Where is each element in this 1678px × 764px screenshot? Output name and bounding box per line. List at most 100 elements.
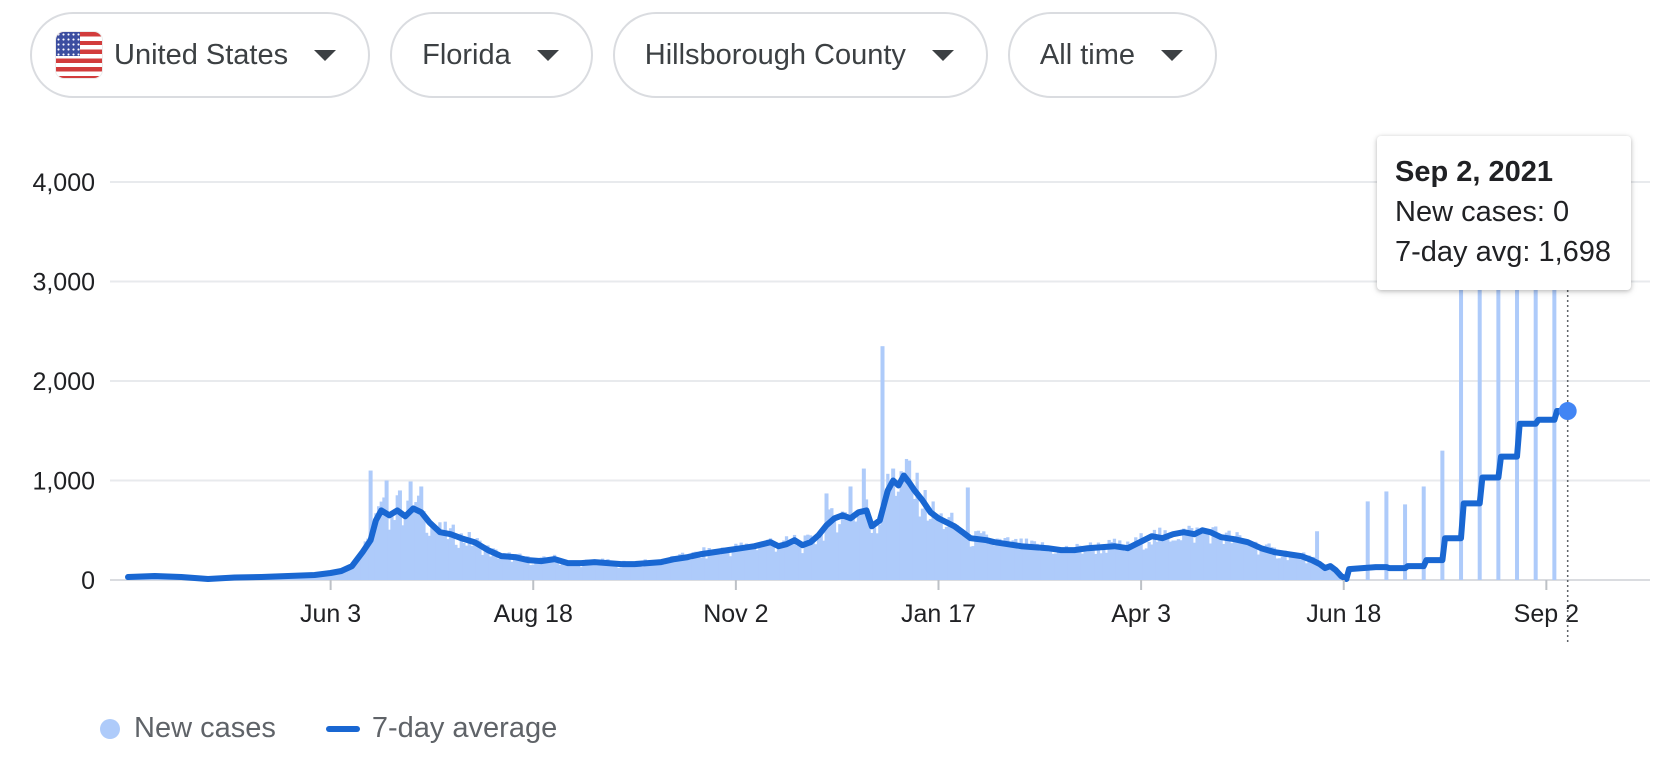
new-cases-bar xyxy=(1251,547,1255,580)
new-cases-bar xyxy=(470,545,474,580)
new-cases-bar xyxy=(1267,543,1271,580)
new-cases-bar xyxy=(1075,543,1079,580)
country-label: United States xyxy=(114,38,289,71)
new-cases-bar xyxy=(478,540,482,580)
new-cases-bar xyxy=(1240,540,1245,580)
new-cases-bar xyxy=(411,505,415,580)
new-cases-bar xyxy=(659,561,663,580)
new-cases-bar xyxy=(454,544,458,580)
tooltip-new-cases: New cases: 0 xyxy=(1395,196,1570,228)
new-cases-bar xyxy=(576,561,581,580)
new-cases-bar xyxy=(446,539,450,580)
new-cases-bar xyxy=(582,560,586,580)
new-cases-bar xyxy=(814,544,818,580)
state-label: Florida xyxy=(422,38,511,71)
new-cases-bar xyxy=(632,563,637,580)
new-cases-bar xyxy=(656,562,661,580)
new-cases-bar xyxy=(651,560,655,580)
new-cases-bar xyxy=(1184,531,1189,580)
new-cases-bar xyxy=(720,547,725,580)
new-cases-bar xyxy=(1403,504,1408,580)
new-cases-bar xyxy=(982,531,986,580)
new-cases-bar xyxy=(550,561,554,580)
new-cases-bar xyxy=(1115,548,1119,580)
new-cases-bar xyxy=(510,561,514,580)
new-cases-bar xyxy=(384,480,389,580)
chevron-down-icon xyxy=(536,49,559,61)
new-cases-bar xyxy=(1192,542,1197,580)
new-cases-bar xyxy=(675,561,679,580)
new-cases-bar xyxy=(1011,540,1015,580)
new-cases-bar xyxy=(1062,551,1066,580)
legend-new-cases[interactable]: New cases xyxy=(100,712,276,745)
new-cases-bar xyxy=(1102,546,1106,580)
x-tick-label: Jan 17 xyxy=(901,600,976,628)
new-cases-bar xyxy=(859,511,863,580)
new-cases-bar xyxy=(336,573,341,580)
new-cases-bar xyxy=(928,519,933,580)
seven-day-average-swatch xyxy=(325,725,360,732)
new-cases-bar xyxy=(744,543,749,580)
new-cases-bar xyxy=(912,498,917,580)
new-cases-bar xyxy=(1219,540,1223,580)
country-dropdown[interactable]: United States xyxy=(30,12,371,98)
new-cases-bar xyxy=(702,547,706,580)
new-cases-bar xyxy=(856,511,861,580)
new-cases-bar xyxy=(1195,527,1199,580)
new-cases-bar xyxy=(1211,527,1215,580)
legend-seven-day-average[interactable]: 7-day average xyxy=(325,712,558,745)
cases-chart[interactable]: 0 1,000 2,000 3,000 4,000 Jun 3 Aug 18 Nov 2 Ja… xyxy=(0,110,1678,700)
new-cases-bar xyxy=(742,546,746,580)
new-cases-bar xyxy=(840,511,845,580)
new-cases-bar xyxy=(390,514,394,580)
state-dropdown[interactable]: Florida xyxy=(390,12,593,98)
new-cases-bar xyxy=(670,555,674,580)
new-cases-bar xyxy=(995,538,999,580)
new-cases-bar xyxy=(526,556,530,580)
new-cases-bar xyxy=(534,558,538,580)
new-cases-bar xyxy=(1112,538,1117,580)
new-cases-bar xyxy=(939,513,943,580)
new-cases-bar xyxy=(694,551,698,580)
new-cases-bar xyxy=(323,574,327,580)
new-cases-bar xyxy=(427,535,431,580)
new-cases-bar xyxy=(667,561,671,580)
new-cases-bar xyxy=(936,516,941,580)
county-label: Hillsborough County xyxy=(644,38,906,71)
new-cases-bar xyxy=(331,571,335,580)
new-cases-bar xyxy=(782,540,786,580)
new-cases-bar xyxy=(654,565,658,580)
x-tick-label: Jun 18 xyxy=(1306,600,1381,628)
new-cases-bar xyxy=(899,471,903,580)
new-cases-bar xyxy=(397,490,402,580)
new-cases-bar xyxy=(883,505,887,580)
new-cases-bar xyxy=(334,573,338,580)
new-cases-bar xyxy=(926,520,930,580)
new-cases-bar xyxy=(1302,552,1306,580)
new-cases-bar xyxy=(1019,538,1023,580)
new-cases-bar xyxy=(1054,553,1058,580)
new-cases-bar xyxy=(1152,529,1157,580)
time-range-dropdown[interactable]: All time xyxy=(1007,12,1217,98)
new-cases-bar xyxy=(403,516,407,580)
y-tick-label: 0 xyxy=(81,567,95,595)
new-cases-bar xyxy=(726,550,730,580)
new-cases-bar xyxy=(784,536,789,580)
new-cases-bar xyxy=(574,563,578,580)
new-cases-bar xyxy=(400,525,405,580)
new-cases-bar xyxy=(944,526,949,580)
new-cases-bar xyxy=(755,550,759,580)
y-tick-label: 2,000 xyxy=(32,368,95,396)
new-cases-bar xyxy=(683,558,687,580)
new-cases-bar xyxy=(728,556,733,580)
x-tick-label: Nov 2 xyxy=(703,600,768,628)
new-cases-bar xyxy=(368,470,373,580)
new-cases-bar xyxy=(822,540,826,580)
county-dropdown[interactable]: Hillsborough County xyxy=(612,12,988,98)
new-cases-bar xyxy=(464,545,469,580)
new-cases-bar xyxy=(1171,540,1175,580)
new-cases-bar xyxy=(923,490,927,580)
legend-seven-day-average-label: 7-day average xyxy=(371,712,558,744)
new-cases-bar xyxy=(843,512,847,580)
new-cases-bar xyxy=(1310,557,1314,580)
